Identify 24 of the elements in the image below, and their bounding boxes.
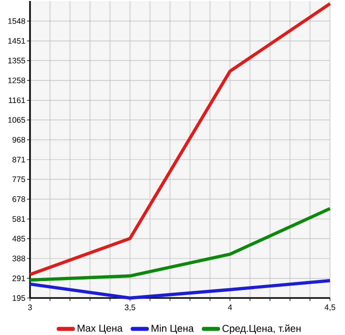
y-tick-label: 1258 (8, 78, 26, 84)
y-tick-label: 1548 (8, 18, 26, 24)
x-tick-label: 4,5 (324, 304, 336, 312)
y-tick-label: 1065 (8, 117, 26, 123)
x-tick-label: 3 (28, 304, 32, 310)
y-tick-label: 291 (12, 276, 26, 282)
x-tick-label: 4 (228, 304, 232, 310)
y-tick-label: 1451 (8, 38, 26, 44)
y-tick-label: 1161 (8, 97, 26, 104)
y-tick-label: 1355 (8, 58, 26, 64)
y-tick-label: 871 (12, 156, 26, 162)
line-series (28, 2, 332, 276)
legend-label: Сред.Цена, т.йен (222, 324, 301, 334)
y-tick-label: 388 (12, 256, 26, 262)
legend-label: Min Цена (152, 324, 194, 334)
y-tick-label: 195 (12, 295, 26, 301)
line-series (28, 206, 332, 282)
y-tick-label: 678 (12, 196, 26, 202)
y-tick-label: 775 (12, 176, 26, 182)
y-tick-label: 485 (12, 236, 26, 242)
x-tick-label: 3,5 (124, 304, 136, 312)
y-tick-label: 968 (12, 136, 26, 143)
legend-label: Max Цена (78, 324, 123, 334)
y-tick-label: 581 (12, 216, 26, 222)
